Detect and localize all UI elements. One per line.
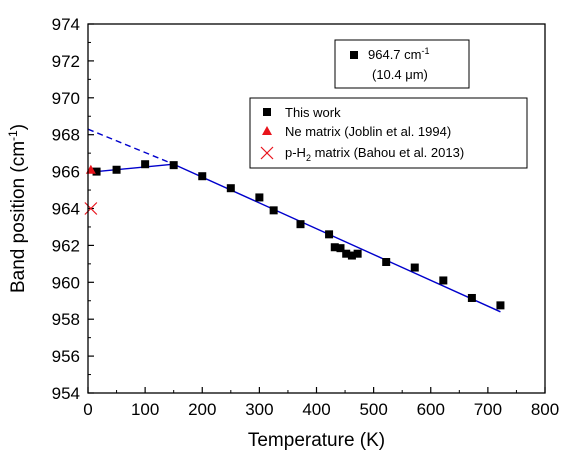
y-tick-label: 962 [52,236,80,255]
band-legend-wavenumber: 964.7 cm [368,47,421,62]
data-point-ph2-matrix [84,202,98,215]
data-points [84,160,505,310]
x-tick-label: 500 [359,400,387,419]
data-point-this-work [342,249,351,258]
y-axis-title-main: Band position (cm [8,141,29,293]
x-tick-label: 600 [417,400,445,419]
fit-line-dashed [87,128,174,165]
x-tick-label: 200 [188,400,216,419]
fit-line-solid [173,163,501,313]
band-legend: 964.7 cm-1 (10.4 μm) [334,39,470,89]
y-tick-label: 956 [52,347,80,366]
y-tick-label: 974 [52,15,80,34]
data-point-this-work [269,206,278,215]
data-point-this-work [467,293,476,302]
data-point-this-work [330,243,339,252]
y-tick-label: 964 [52,200,80,219]
y-tick-label: 960 [52,273,80,292]
data-point-this-work [336,244,345,253]
axis-ticks [87,23,546,394]
band-legend-box [334,39,470,89]
fit-line-solid [96,163,174,173]
legend-marker-ph2-matrix [260,146,274,160]
legend-label-ph2-rest: matrix (Bahou et al. 2013) [311,145,464,160]
data-point-this-work [325,230,334,239]
series-legend: This work Ne matrix (Joblin et al. 1994)… [249,97,528,169]
band-legend-line2: (10.4 μm) [372,67,428,82]
x-tick-label: 400 [302,400,330,419]
data-point-this-work [410,263,419,272]
band-legend-unit-sup: -1 [421,46,429,56]
y-axis-title-sup: -1 [6,130,20,141]
data-point-this-work [496,301,505,310]
data-point-this-work [112,165,121,174]
y-tick-label: 968 [52,126,80,145]
legend-label-ph2-sub: 2 [306,153,311,163]
data-point-this-work [226,184,235,193]
y-tick-label: 966 [52,163,80,182]
data-point-this-work [347,251,356,260]
data-point-this-work [92,167,101,176]
data-point-this-work [198,172,207,181]
data-point-this-work [439,276,448,285]
x-tick-label: 300 [245,400,273,419]
data-point-this-work [255,193,264,202]
x-tick-label: 800 [531,400,559,419]
data-point-this-work [353,249,362,258]
y-tick-label: 954 [52,384,80,403]
tick-labels: 0 100 200 300 400 500 600 700 800 954 956 958 960 962… [52,15,560,419]
x-tick-label: 0 [83,400,92,419]
band-legend-marker [350,51,358,59]
band-legend-line1: 964.7 cm-1 [368,46,430,62]
x-axis-title: Temperature (K) [248,430,385,451]
x-tick-label: 700 [474,400,502,419]
data-point-this-work [296,220,305,229]
y-tick-label: 972 [52,52,80,71]
y-axis-title: Band position (cm-1) [6,124,29,293]
y-tick-label: 958 [52,310,80,329]
data-point-this-work [141,160,150,169]
data-point-this-work [169,161,178,170]
legend-label-ph2-main: p-H [285,145,306,160]
legend-marker-ne-matrix [262,126,272,135]
legend-label-this-work: This work [285,105,341,120]
legend-label-ph2-matrix: p-H2 matrix (Bahou et al. 2013) [285,145,464,163]
data-point-this-work [382,258,391,267]
legend-marker-this-work [263,108,271,116]
plot-frame [87,23,546,394]
legend-label-ne-matrix: Ne matrix (Joblin et al. 1994) [285,124,451,139]
y-tick-label: 970 [52,89,80,108]
series-legend-box [249,97,528,169]
y-axis-title-close: ) [8,124,29,130]
x-tick-label: 100 [131,400,159,419]
